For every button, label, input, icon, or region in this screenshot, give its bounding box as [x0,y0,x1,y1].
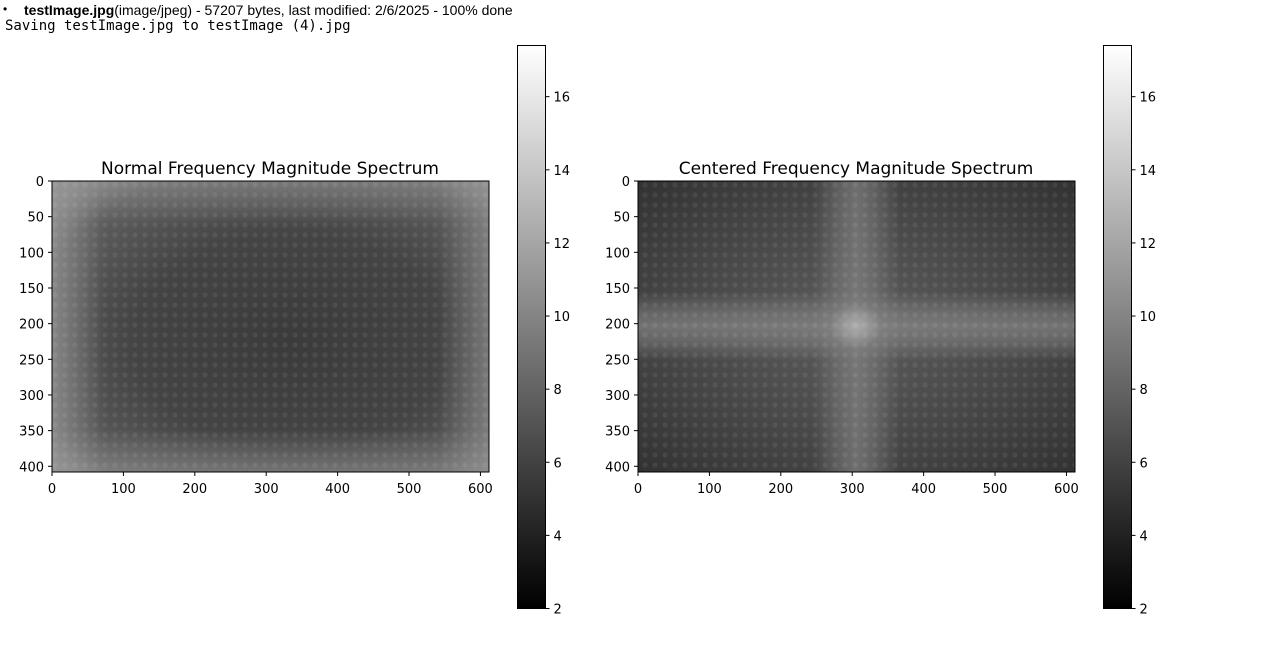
y-tick-label: 300 [605,389,630,404]
x-tick-label: 400 [911,482,936,497]
x-tick-label: 100 [697,482,722,497]
y-tick-label: 250 [19,353,44,368]
chart-title-normal: Normal Frequency Magnitude Spectrum [101,159,439,179]
x-tick-label: 0 [634,482,642,497]
chart-title-centered: Centered Frequency Magnitude Spectrum [679,159,1034,179]
x-tick-label: 200 [768,482,793,497]
y-tick-label: 300 [19,389,44,404]
x-tick-label: 0 [48,482,56,497]
colorbar-tick-label: 10 [554,310,571,325]
y-tick-label: 200 [19,318,44,333]
y-tick-label: 150 [19,282,44,297]
y-tick-label: 400 [605,460,630,475]
bullet: • [3,2,8,16]
y-tick-label: 200 [605,318,630,333]
x-tick-label: 300 [254,482,279,497]
colorbar-tick-label: 12 [1140,237,1157,252]
axes-centered: 0 100 200 300 400 500 600 0 50 100 150 200 250 300 350… [605,175,1079,497]
y-tick-label: 400 [19,460,44,475]
colorbar-tick-label: 12 [554,237,571,252]
colorbar-tick-label: 2 [1140,603,1148,618]
y-tick-label: 0 [622,175,630,190]
y-tick-label: 150 [605,282,630,297]
upload-details: (image/jpeg) - 57207 bytes, last modifie… [114,2,513,18]
y-tick-label: 350 [19,425,44,440]
colorbar-tick-label: 6 [554,456,562,471]
normal-spectrum-panel: Normal Frequency Magnitude Spectrum 0 100… [19,45,571,618]
colorbar-tick-label: 8 [1140,383,1148,398]
y-tick-label: 0 [36,175,44,190]
x-tick-label: 600 [1054,482,1079,497]
y-tick-label: 250 [605,353,630,368]
x-tick-label: 200 [182,482,207,497]
colorbar-tick-label: 16 [554,91,571,106]
colorbar-tick-label: 4 [554,529,562,544]
colorbar-tick-label: 14 [1140,164,1157,179]
y-tick-label: 50 [27,211,44,226]
x-tick-label: 300 [840,482,865,497]
y-tick-label: 50 [613,211,630,226]
colorbar-tick-label: 6 [1140,456,1148,471]
colorbar-tick-label: 16 [1140,91,1157,106]
uploaded-filename: testImage.jpg [24,2,115,18]
x-tick-label: 500 [983,482,1008,497]
colorbar-centered: 2 4 6 8 10 12 14 16 [1103,45,1157,618]
normal-spectrum-image [51,180,490,473]
y-tick-label: 100 [605,246,630,261]
axes-normal: 0 100 200 300 400 500 600 0 50 100 150 200 250 300 350… [19,175,493,497]
x-tick-label: 500 [397,482,422,497]
colorbar-tick-label: 4 [1140,529,1148,544]
centered-spectrum-panel: Centered Frequency Magnitude Spectrum 0 1… [605,45,1157,618]
saving-message: Saving testImage.jpg to testImage (4).jp… [5,18,351,34]
y-tick-label: 350 [605,425,630,440]
colorbar-tick-label: 10 [1140,310,1157,325]
centered-spectrum-image [637,180,1076,473]
colorbar-normal: 2 4 6 8 10 12 14 16 [517,45,571,618]
x-tick-label: 600 [468,482,493,497]
y-tick-label: 100 [19,246,44,261]
x-tick-label: 100 [111,482,136,497]
colorbar-tick-label: 2 [554,603,562,618]
colorbar-tick-label: 8 [554,383,562,398]
x-tick-label: 400 [325,482,350,497]
colorbar-tick-label: 14 [554,164,571,179]
